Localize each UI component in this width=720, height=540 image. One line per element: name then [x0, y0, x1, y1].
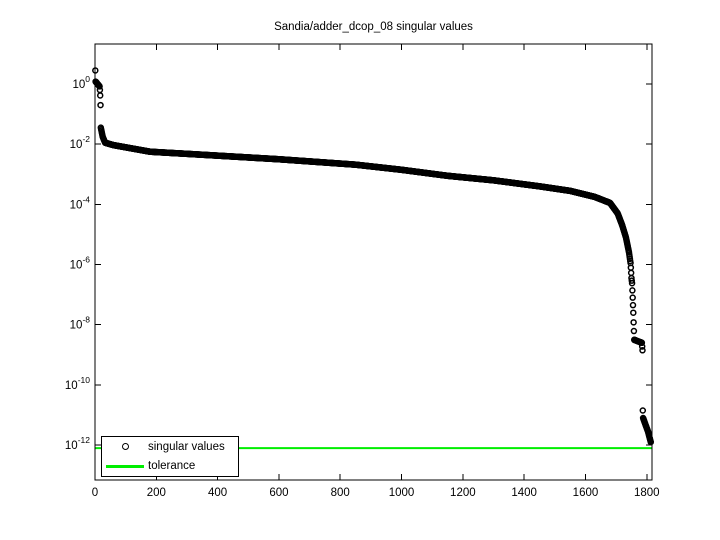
y-tick-label: 10-8: [70, 315, 91, 332]
circle-marker-icon: [121, 443, 129, 451]
x-tick-label: 0: [92, 487, 98, 499]
legend-swatch: [102, 443, 148, 451]
legend-label-singular-values: singular values: [148, 440, 225, 453]
x-tick-label: 1000: [389, 487, 415, 499]
y-tick-label: 10-4: [70, 194, 91, 211]
legend: singular values tolerance: [101, 436, 239, 477]
y-tick-label: 100: [72, 74, 90, 91]
x-tick-label: 400: [208, 487, 227, 499]
legend-label-tolerance: tolerance: [148, 460, 196, 473]
chart-title: Sandia/adder_dcop_08 singular values: [274, 21, 473, 33]
y-tick-label: 10-6: [70, 255, 91, 272]
x-tick-label: 1200: [450, 487, 476, 499]
y-tick-label: 10-2: [70, 134, 91, 151]
plot-border: [94, 43, 653, 481]
x-tick-label: 800: [331, 487, 350, 499]
x-tick-label: 1600: [573, 487, 599, 499]
x-tick-label: 600: [269, 487, 288, 499]
legend-item-singular-values: singular values: [102, 437, 238, 456]
x-tick-label: 200: [147, 487, 166, 499]
tolerance-line-sample: [106, 464, 144, 468]
y-tick-label: 10-10: [65, 375, 90, 392]
x-tick-label: 1800: [634, 487, 660, 499]
singular-values-series: [92, 67, 655, 446]
legend-swatch: [102, 464, 148, 468]
y-tick-label: 10-12: [65, 435, 90, 452]
legend-item-tolerance: tolerance: [102, 457, 238, 476]
x-tick-label: 1400: [511, 487, 537, 499]
